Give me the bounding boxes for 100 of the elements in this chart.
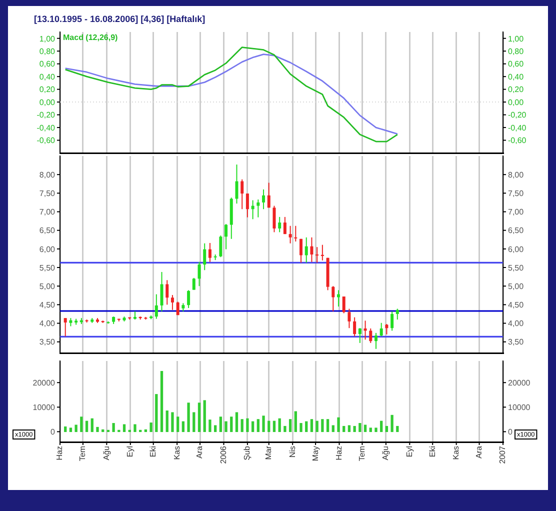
bar [246, 418, 249, 432]
bar [160, 370, 164, 432]
bar [300, 423, 302, 432]
y2-tick-label: 20000 [508, 378, 531, 388]
candlestick [294, 225, 298, 242]
candlestick [272, 205, 276, 233]
y2-tick-label: 0,60 [508, 60, 524, 69]
y2-tick-label: 6,50 [508, 226, 524, 236]
y2-tick-label: 3,50 [508, 338, 524, 347]
y2-tick-label: 6,00 [508, 244, 524, 254]
bar [69, 428, 72, 432]
y-tick-label: 10000 [32, 403, 56, 412]
bar [326, 419, 330, 432]
y-tick-label: 0,80 [39, 47, 56, 56]
bar [240, 419, 244, 432]
y2-tick-label: 1,00 [508, 34, 524, 44]
bar [198, 402, 201, 432]
bar [353, 426, 356, 432]
candlestick [235, 164, 238, 204]
x-tick-label: 2007 [498, 445, 508, 464]
candlestick [176, 301, 180, 316]
x-tick-label: Eyl [404, 446, 414, 458]
y-tick-label: 4,00 [39, 319, 56, 328]
x-tick-label: Ara [474, 445, 484, 458]
bar [64, 426, 67, 432]
y-tick-label: 0,60 [39, 60, 56, 69]
y2-tick-label: 0,80 [508, 47, 524, 56]
x-tick-label: Haz [334, 446, 344, 460]
y-tick-label: 20000 [32, 378, 56, 388]
bar [203, 400, 206, 432]
candlestick [198, 261, 201, 287]
y2-tick-label: 8,00 [508, 170, 524, 180]
y2-tick-label: -0,40 [508, 123, 527, 132]
x-tick-label: Ağu [102, 446, 111, 460]
candlestick [203, 242, 206, 271]
y-tick-label: 0,20 [39, 85, 56, 94]
candlestick [320, 244, 324, 261]
bar [374, 428, 378, 432]
bar [294, 411, 297, 432]
bar [348, 425, 351, 432]
candlestick [358, 328, 362, 344]
chart-title: [13.10.1995 - 16.08.2006] [4,36] [Haftalık] [34, 14, 206, 24]
candlestick [385, 324, 388, 335]
bar [251, 421, 254, 432]
bar [112, 423, 115, 432]
x-tick-label: Eki [148, 446, 158, 458]
candlestick [310, 236, 314, 262]
x-tick-label: Tem [357, 446, 366, 462]
candlestick [369, 328, 372, 344]
bar [284, 426, 286, 432]
y2-tick-label: 4,00 [508, 319, 524, 328]
y2-tick-label: 7,50 [508, 189, 524, 198]
y2-tick-label: -0,20 [508, 110, 527, 120]
bar [187, 402, 190, 432]
x-tick-label: Ağu [381, 446, 390, 460]
y-tick-label: 5,50 [39, 263, 56, 272]
y-tick-label: 0,00 [39, 98, 56, 107]
x-tick-label: 2006 [218, 445, 228, 464]
y2-tick-label: 4,50 [508, 300, 524, 310]
x-tick-label: Haz [55, 446, 64, 460]
candlestick [390, 310, 394, 332]
candlestick [246, 193, 249, 218]
bar [122, 424, 126, 432]
bar [358, 423, 362, 432]
bar [268, 420, 270, 432]
candlestick [380, 322, 383, 337]
bar [316, 420, 318, 432]
bar [134, 424, 136, 432]
x-tick-label: Kas [172, 446, 182, 460]
bar [369, 428, 372, 432]
y-tick-label: 6,50 [39, 226, 56, 236]
y-tick-label: -0,40 [36, 123, 56, 132]
candlestick [166, 280, 169, 306]
bar [396, 426, 399, 432]
bar [342, 426, 346, 432]
candlestick [224, 224, 228, 250]
bar [219, 416, 222, 432]
y2-tick-label: 10000 [508, 403, 531, 412]
y-tick-label: 5,00 [39, 282, 56, 291]
bar [214, 425, 217, 432]
candlestick [251, 200, 254, 220]
x-tick-label: Ara [195, 445, 204, 458]
y-tick-label: 0,40 [39, 72, 56, 82]
candlestick [304, 236, 308, 264]
bar [262, 416, 265, 432]
bar [278, 418, 281, 432]
bar [380, 420, 383, 432]
bar [85, 420, 88, 432]
bar [171, 412, 174, 432]
y2-tick-label: 0,00 [508, 98, 524, 107]
x-tick-label: Tem [78, 446, 88, 462]
bar [230, 416, 233, 432]
x-tick-label: Şub [242, 445, 252, 460]
candlestick [332, 286, 335, 312]
y-tick-label: 6,00 [39, 244, 56, 254]
bar [332, 425, 334, 432]
y-tick-label: 4,50 [39, 300, 56, 310]
bar [337, 417, 340, 432]
y2-tick-label: 0,20 [508, 85, 524, 94]
candlestick [348, 308, 351, 329]
